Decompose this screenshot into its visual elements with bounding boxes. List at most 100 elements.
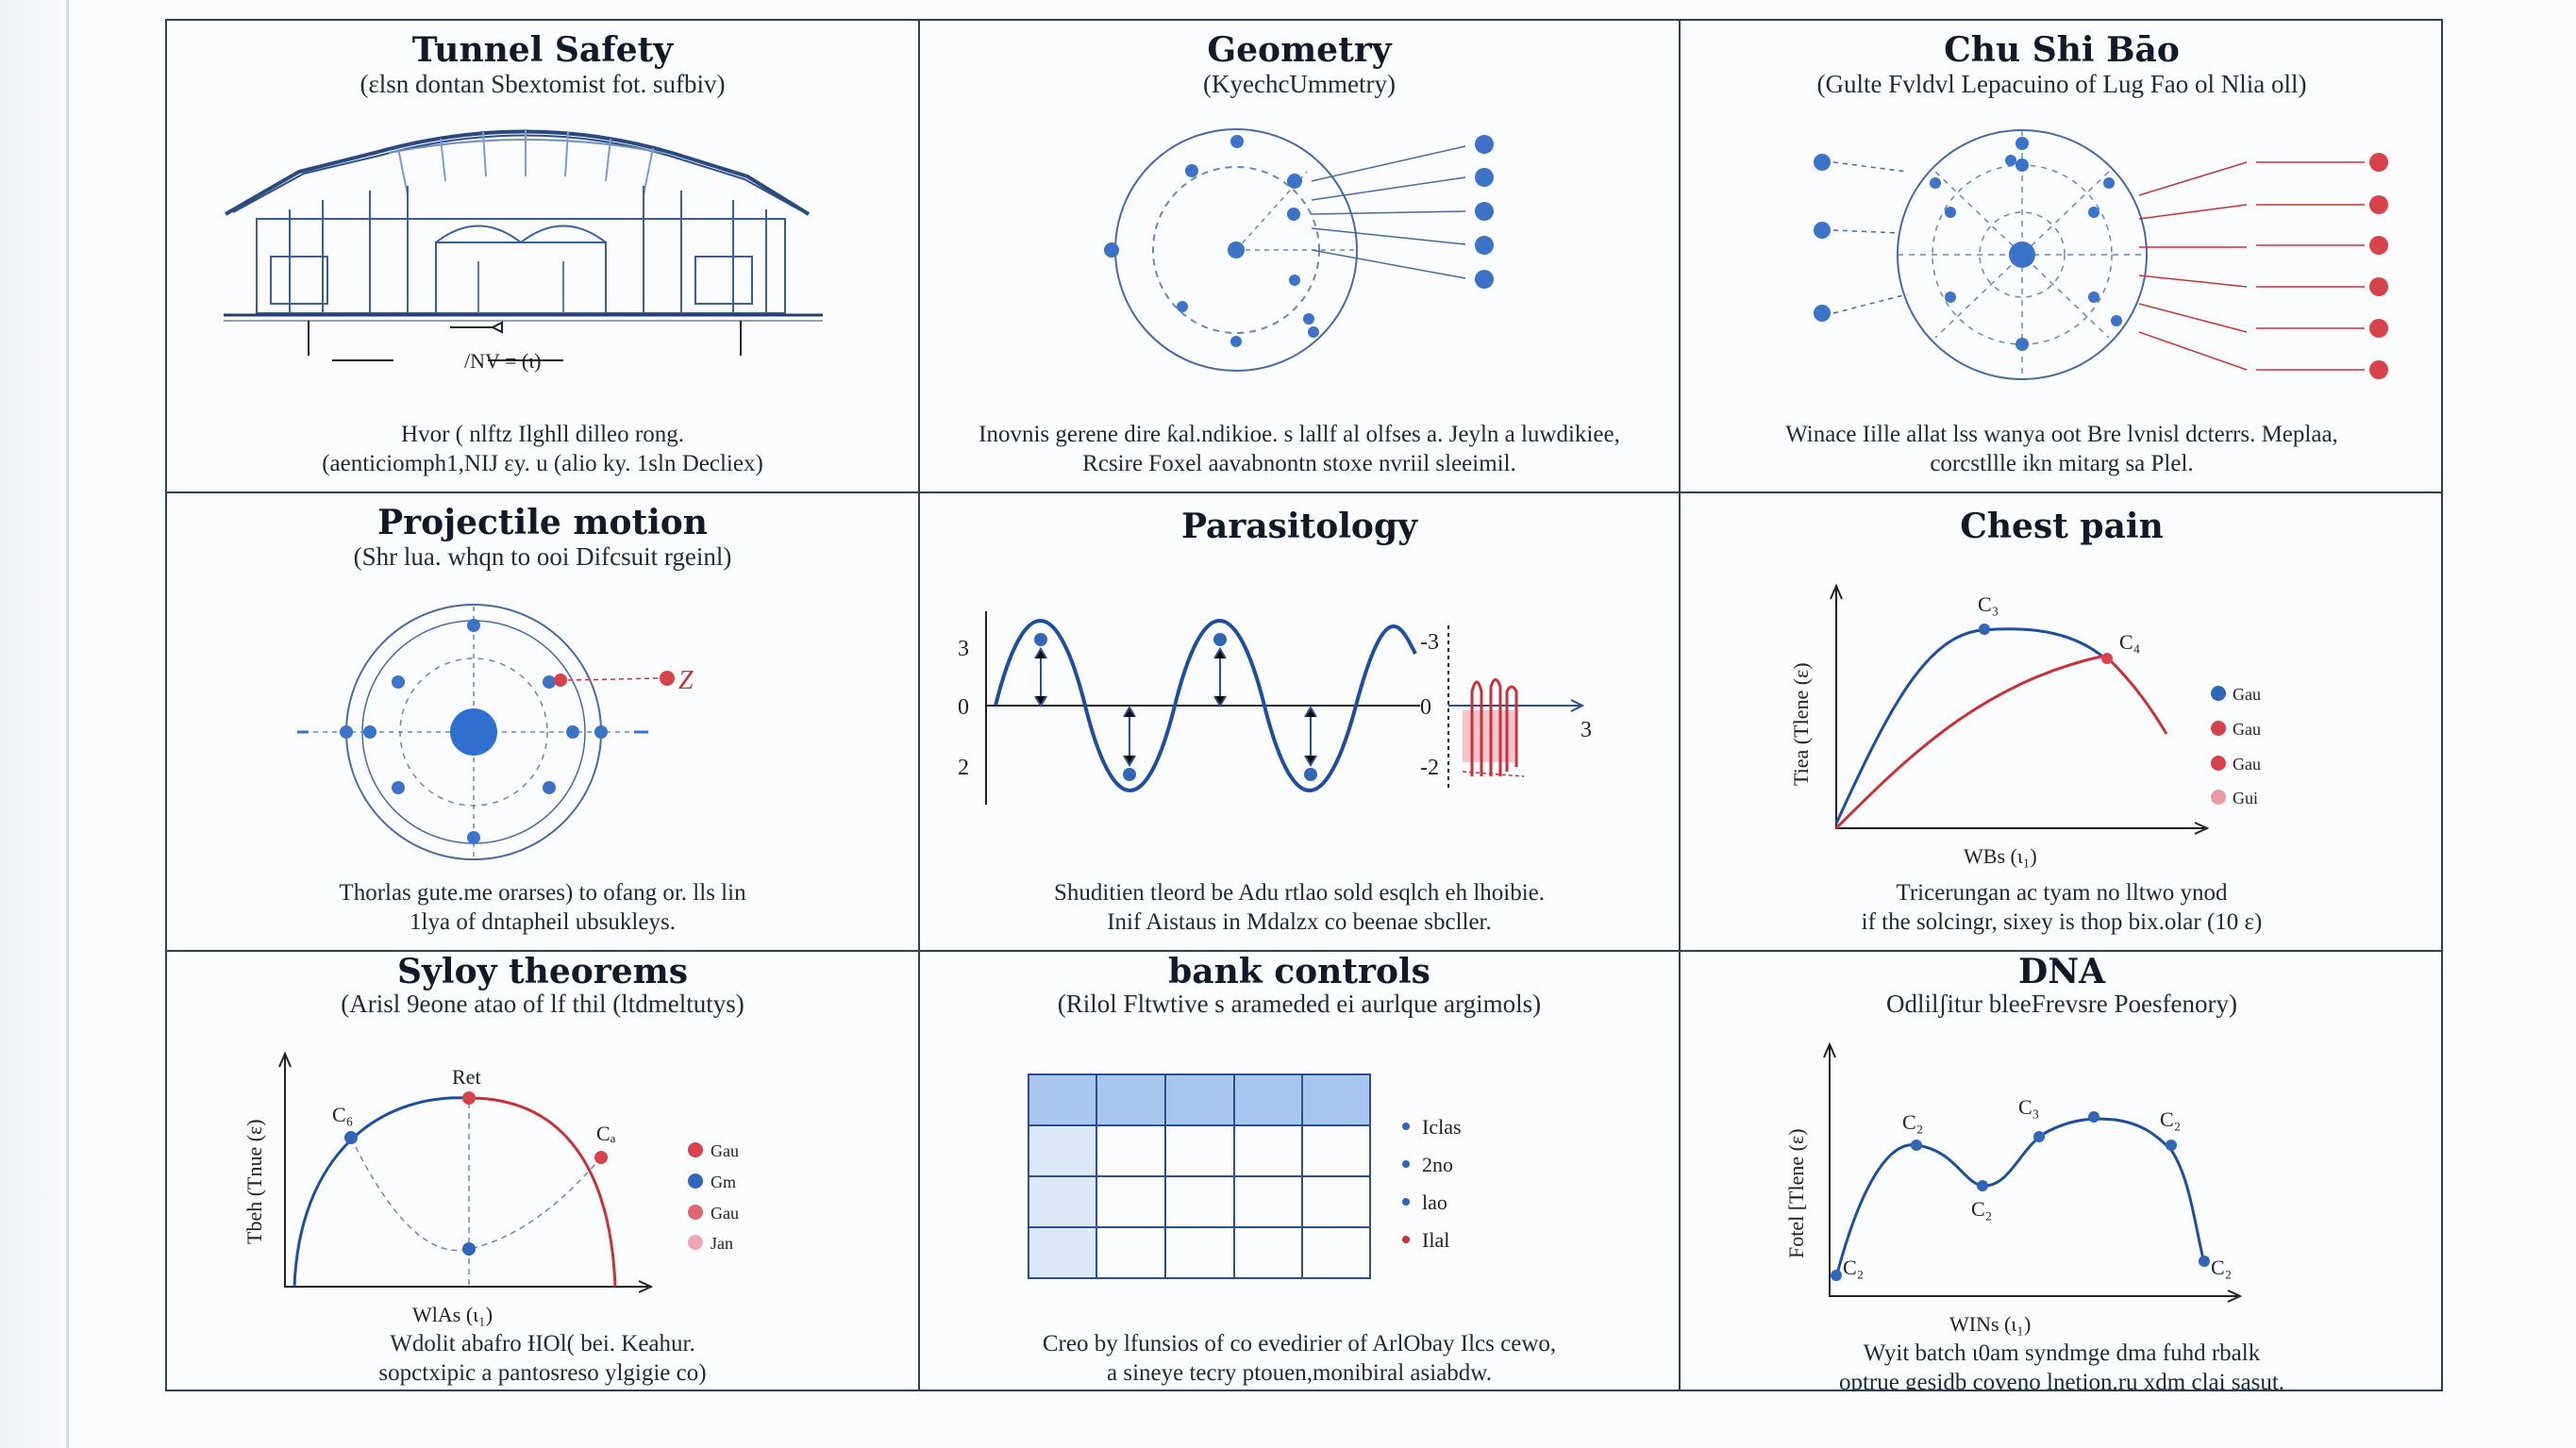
- panel-chu-shi-bao: Chu Shi Bāo (Gulte Fvldvl Lepacuino of L…: [1681, 21, 2443, 491]
- axis-tick: 3: [1581, 718, 1592, 742]
- point-label: C₂: [1843, 1256, 1864, 1279]
- caption-line: Inovnis gerene dire ƙal.ndikioe. s lallf…: [979, 422, 1620, 447]
- panel-subtitle: Odlilʃitur bleeFrevsre Poesfenory): [1886, 990, 2237, 1018]
- axis-tick: 0: [958, 695, 969, 720]
- panel-geometry: Geometry (KyechcUmmetry) Inovnis gerene: [920, 21, 1679, 491]
- point-label: Z: [678, 666, 694, 695]
- point-label: C₂: [1971, 1197, 1992, 1221]
- caption-line: Shuditien tleord be Adu rtlao sold esqlc…: [1053, 880, 1546, 906]
- legend-label: Gau: [711, 1141, 739, 1160]
- panel-title: DNA: [2017, 952, 2106, 991]
- panel-syloy-theorems: Syloy theorems (Arisl 9eone atao of lf t…: [167, 952, 918, 1391]
- point-label: C₃: [2018, 1095, 2039, 1119]
- panel-dna: DNA Odlilʃitur bleeFrevsre Poesfenory) C…: [1681, 952, 2443, 1391]
- panel-subtitle: (Rilol Fltwtive s arameded ei aurlque ar…: [1057, 990, 1542, 1018]
- panel-caption: Thorlas gute.me orarses) to ofang or. ll…: [167, 878, 918, 937]
- y-axis-label: Tbeh (Tnue (ɛ): [243, 1119, 266, 1244]
- caption-line: Tricerungan ac tyam no lltwo ynod: [1896, 880, 2228, 906]
- grid-divider: [167, 950, 2441, 952]
- tunnel-illustration: /NV = (ɩ): [224, 129, 823, 373]
- caption-line: Wyit batch ɩ0am syndmge dma fuhd rbalk: [1863, 1340, 2261, 1366]
- point-label: C₄: [2119, 630, 2140, 654]
- panel-title: Syloy theorems: [396, 952, 688, 991]
- legend-label: 2no: [1422, 1153, 1453, 1176]
- legend-label: Gau: [2233, 720, 2261, 739]
- panel-caption: Hvor ( nlftz Ilghll dilleo rong. (aentic…: [167, 420, 918, 478]
- table-diagram: Iclas 2no lao Ilal: [1028, 1074, 1462, 1279]
- dimension-label: /NV = (ɩ): [464, 349, 541, 373]
- orbital-diagram: Z: [297, 604, 694, 860]
- grid-divider: [167, 491, 2441, 493]
- panel-caption: Winace Iille allat lss wanya oot Bre lvn…: [1681, 420, 2443, 478]
- panel-caption: Wdolit abafro ƗIOl( bei. Keahur. sopctxi…: [167, 1329, 918, 1388]
- wave-diagram: 3 0 2 -3 0 -2 3: [958, 611, 1592, 805]
- panel-title: Geometry: [1207, 30, 1392, 70]
- panel-subtitle: (ɛlsn dontan Sbextomist fot. sufbiv): [360, 70, 726, 98]
- legend-label: Gau: [2233, 755, 2261, 774]
- legend-label: Ilal: [1422, 1228, 1449, 1252]
- panel-tunnel-safety: Tunnel Safety (ɛlsn dontan Sbextomist fo…: [167, 21, 918, 491]
- panel-subtitle: (Arisl 9eone atao of lf thil (ltdmeltuty…: [341, 990, 744, 1018]
- radial-diagram: [1814, 129, 2388, 380]
- panel-bank-controls: bank controls (Rilol Fltwtive s arameded…: [920, 952, 1679, 1391]
- x-axis-label: WlAs (ɩ₁): [412, 1303, 493, 1326]
- panel-title: Chu Shi Bāo: [1944, 30, 2180, 70]
- panel-projectile-motion: Projectile motion (Shr lua. whqn to ooi …: [167, 493, 918, 950]
- axis-tick: 3: [958, 637, 969, 661]
- panel-title: bank controls: [1168, 952, 1430, 991]
- axis-tick: 0: [1420, 695, 1431, 720]
- panel-parasitology: Parasitology 3 0 2 -3 0 -2 3: [920, 493, 1679, 950]
- caption-line: a sineye tecry ptouen,monibiral asiabdw.: [1107, 1360, 1492, 1386]
- x-axis-label: WBs (ɩ₁): [1964, 844, 2037, 868]
- panel-caption: Tricerungan ac tyam no lltwo ynod if the…: [1681, 878, 2443, 937]
- panel-subtitle: (Shr lua. whqn to ooi Difcsuit rgeinl): [353, 542, 732, 571]
- panel-title: Tunnel Safety: [411, 30, 674, 70]
- caption-line: Wdolit abafro ƗIOl( bei. Keahur.: [390, 1331, 695, 1356]
- caption-line: Rcsire Foxel aavabnontn stoxe nvriil sle…: [1082, 451, 1516, 476]
- axis-tick: -2: [1420, 756, 1439, 780]
- dashed-circle: [1152, 166, 1320, 334]
- panel-title: Parasitology: [1180, 507, 1418, 546]
- caption-line: 1lya of dntapheil ubsukleys.: [410, 909, 676, 935]
- grid-divider: [1679, 21, 1681, 1390]
- point-label: C₃: [1978, 592, 1999, 616]
- caption-line: Winace Iille allat lss wanya oot Bre lvn…: [1785, 422, 2338, 447]
- caption-line: Creo by lfunsios of co evedirier of ArlO…: [1042, 1331, 1557, 1356]
- curve-chart: C₃ C₄ Tiea (Tlene (ɛ) WBs (ɩ₁) Gau Gau G…: [1789, 583, 2261, 868]
- point-label: C₂: [2160, 1107, 2181, 1131]
- caption-line: Inif Aistaus in Mdalzx co beenae sbcller…: [1107, 909, 1492, 935]
- figure-grid: Tunnel Safety (ɛlsn dontan Sbextomist fo…: [165, 19, 2443, 1391]
- caption-line: sopctxipic a pantosreso ylgigie co): [378, 1360, 707, 1386]
- panel-caption: Wyit batch ɩ0am syndmge dma fuhd rbalk o…: [1681, 1339, 2443, 1391]
- y-axis-label: Tiea (Tlene (ɛ): [1789, 662, 1813, 786]
- caption-line: (aenticiomph1,NIJ ɛy. u (alio ky. 1sln D…: [322, 451, 763, 476]
- panel-caption: Inovnis gerene dire ƙal.ndikioe. s lallf…: [920, 420, 1679, 478]
- caption-line: corcstllle ikn mitarg sa Plel.: [1930, 451, 2194, 476]
- caption-line: optrue gesidb coveno lnetion.ru xdm clai…: [1838, 1370, 2285, 1391]
- geometry-diagram: [1104, 128, 1494, 372]
- point-label: Ret: [452, 1065, 481, 1089]
- point-label: C₂: [2211, 1256, 2232, 1279]
- arc-chart: Ret C₆ Cₐ Tbeh (Tnue (ɛ) WlAs (ɩ₁) Gau G…: [243, 1051, 739, 1326]
- panel-subtitle: (Gulte Fvldvl Lepacuino of Lug Fao ol Nl…: [1816, 70, 2307, 98]
- point-label: C₂: [1902, 1110, 1923, 1134]
- axis-tick: -3: [1420, 630, 1439, 655]
- legend-label: lao: [1422, 1190, 1447, 1214]
- legend-label: Gau: [711, 1204, 739, 1223]
- legend-label: Gau: [2233, 685, 2261, 704]
- page-edge: [66, 0, 69, 1448]
- wave-chart: C₂ C₂ C₃ C₂ C₂ C₂ Fotel [Tlene (ɛ) WINs …: [1784, 1041, 2243, 1336]
- legend-label: Gui: [2233, 789, 2258, 807]
- page-left-margin: [0, 0, 74, 1448]
- caption-line: if the solcingr, sixey is thop bix.olar …: [1861, 909, 2263, 935]
- legend-label: Jan: [711, 1234, 733, 1253]
- y-axis-label: Fotel [Tlene (ɛ): [1784, 1128, 1808, 1258]
- grid-divider: [918, 21, 920, 1390]
- caption-line: Thorlas gute.me orarses) to ofang or. ll…: [339, 880, 746, 906]
- panel-title: Chest pain: [1960, 507, 2164, 546]
- panel-chest-pain: Chest pain C₃ C₄ Tiea (Tlene (ɛ) WBs (ɩ₁…: [1681, 493, 2443, 950]
- axis-tick: 2: [958, 756, 969, 780]
- panel-title: Projectile motion: [377, 503, 708, 542]
- panel-caption: Shuditien tleord be Adu rtlao sold esqlc…: [920, 878, 1679, 937]
- point-label: C₆: [332, 1103, 353, 1126]
